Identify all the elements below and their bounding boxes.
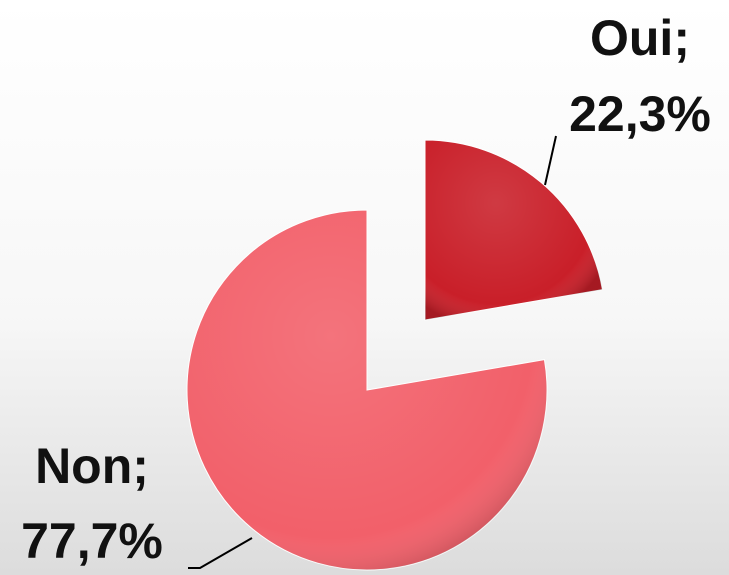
slice-shade (425, 140, 603, 320)
category-label: Non; (35, 438, 149, 494)
category-name: Non (35, 438, 132, 494)
leader-line (188, 537, 253, 569)
value-label: 22,3% (569, 86, 711, 142)
separator: ; (673, 10, 690, 66)
category-name: Oui (590, 10, 673, 66)
leader-line (544, 135, 557, 186)
slice-shade (187, 210, 547, 570)
category-label: Oui; (590, 10, 690, 66)
value-label: 77,7% (21, 513, 163, 569)
separator: ; (132, 438, 149, 494)
